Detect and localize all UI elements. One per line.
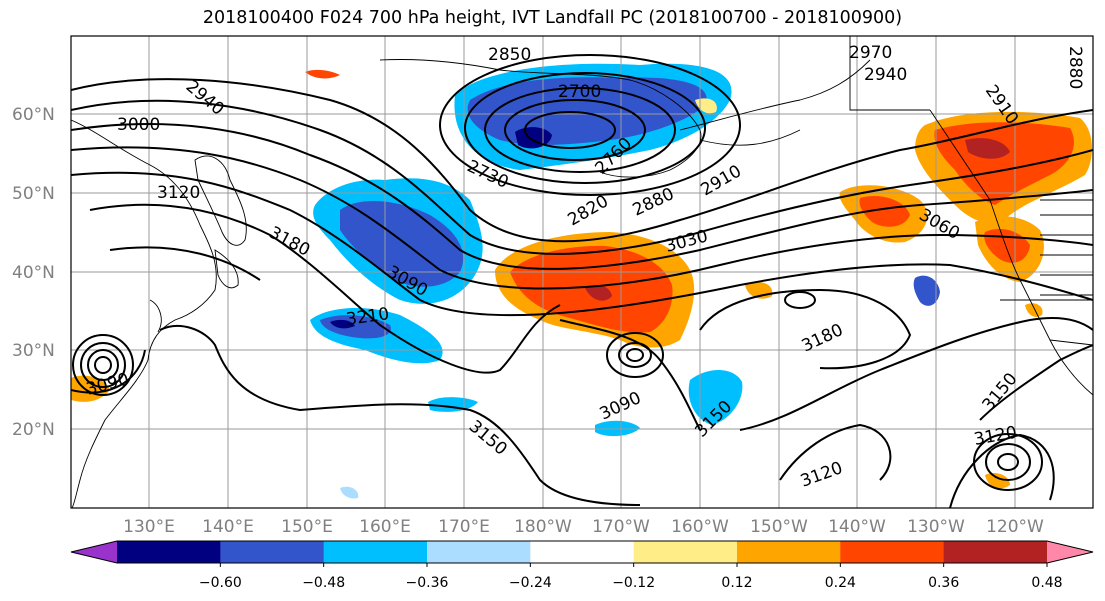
coastlines	[71, 36, 1093, 508]
colorbar-cell	[633, 541, 738, 563]
contour-label: 2880	[1065, 46, 1085, 89]
contour-label: 2910	[698, 161, 745, 200]
colorbar-tick-label: 0.24	[825, 575, 856, 591]
longitude-labels: 130°E 140°E 150°E 160°E 170°E 180°W 170°…	[123, 517, 1044, 537]
colorbar-cell	[427, 541, 531, 563]
lon-label: 140°W	[828, 517, 886, 537]
height-contours	[71, 54, 1093, 508]
lon-label: 150°E	[281, 517, 333, 537]
lon-label: 170°W	[592, 517, 650, 537]
lon-label: 120°W	[986, 517, 1044, 537]
contour-label: 3180	[266, 223, 314, 261]
colorbar-outline	[70, 540, 1094, 564]
lat-label: 50°N	[12, 184, 55, 204]
colorbar-tick-label: 0.12	[721, 575, 752, 591]
colorbar-tick-label: −0.12	[612, 575, 655, 591]
colorbar-tick-label: −0.60	[199, 575, 242, 591]
latitude-labels: 60°N 50°N 40°N 30°N 20°N	[12, 105, 55, 440]
contour-label: 3090	[597, 388, 645, 424]
lon-label: 180°W	[514, 517, 572, 537]
colorbar-cell	[943, 541, 1048, 563]
colorbar-cell	[323, 541, 428, 563]
contour-label: 2700	[558, 82, 601, 102]
colorbar-cell	[220, 541, 325, 563]
negative-ivt-shading	[310, 63, 940, 499]
colorbar-tick-label: −0.48	[302, 575, 345, 591]
map-title: 2018100400 F024 700 hPa height, IVT Land…	[202, 8, 903, 28]
colorbar-tick-label: −0.36	[406, 575, 449, 591]
contour-label: 2940	[864, 65, 907, 85]
colorbar-cell	[737, 541, 841, 563]
lat-label: 20°N	[12, 420, 55, 440]
contour-label: 2970	[849, 43, 892, 63]
contour-label: 3120	[157, 183, 200, 203]
colorbar-cell	[530, 541, 635, 563]
colorbar-extend-high	[1047, 541, 1093, 563]
lat-label: 30°N	[12, 341, 55, 361]
colorbar-cell	[840, 541, 945, 563]
lon-label: 170°E	[438, 517, 490, 537]
contour-label: 3000	[117, 115, 160, 135]
lon-label: 130°E	[123, 517, 175, 537]
colorbar: −0.60 −0.48 −0.36 −0.24 −0.12 0.12 0.24 0.36 0.4…	[70, 540, 1094, 591]
colorbar-cell	[117, 541, 221, 563]
lat-label: 40°N	[12, 263, 55, 283]
contour-label: 2820	[565, 191, 612, 230]
contour-label: 3060	[916, 205, 963, 244]
lon-label: 150°W	[750, 517, 808, 537]
contour-label: 2940	[182, 77, 228, 120]
contour-label: 3150	[465, 417, 511, 460]
colorbar-extend-low	[71, 541, 117, 563]
lon-label: 140°E	[202, 517, 254, 537]
contour-label: 3180	[799, 320, 847, 356]
map-frame	[70, 35, 1094, 509]
contour-label: 3120	[972, 423, 1018, 450]
lat-label: 60°N	[12, 105, 55, 125]
colorbar-tick-label: −0.24	[509, 575, 552, 591]
lon-label: 160°E	[359, 517, 411, 537]
contour-label: 3120	[798, 458, 845, 492]
lon-label: 130°W	[907, 517, 965, 537]
lon-label: 160°W	[671, 517, 729, 537]
colorbar-tick-label: 0.36	[928, 575, 959, 591]
colorbar-tick-label: 0.48	[1031, 575, 1062, 591]
contour-label: 2850	[488, 45, 531, 65]
